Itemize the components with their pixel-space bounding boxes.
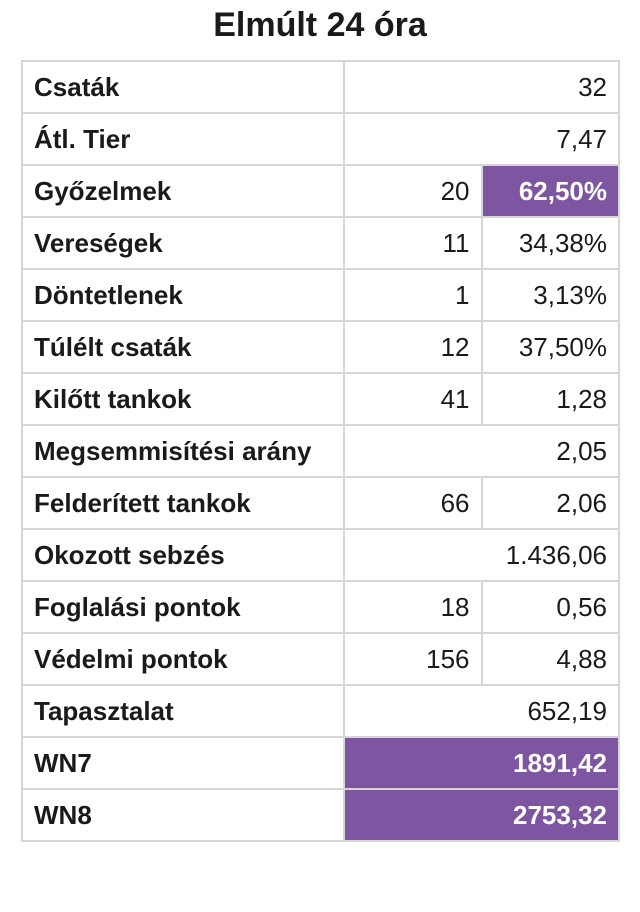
row-count: 156 bbox=[343, 632, 483, 686]
row-value: 1.436,06 bbox=[343, 528, 620, 582]
table-row: Átl. Tier 7,47 bbox=[21, 112, 620, 166]
table-row: Győzelmek 20 62,50% bbox=[21, 164, 620, 218]
table-row: Túlélt csaták 12 37,50% bbox=[21, 320, 620, 374]
row-label: Felderített tankok bbox=[21, 476, 345, 530]
row-count: 1 bbox=[343, 268, 483, 322]
row-label: Megsemmisítési arány bbox=[21, 424, 345, 478]
table-row: Felderített tankok 66 2,06 bbox=[21, 476, 620, 530]
stats-table: Csaták 32 Átl. Tier 7,47 Győzelmek 20 62… bbox=[21, 60, 620, 842]
table-row: WN7 1891,42 bbox=[21, 736, 620, 790]
wn8-rating-badge: 2753,32 bbox=[343, 788, 620, 842]
table-row: Kilőtt tankok 41 1,28 bbox=[21, 372, 620, 426]
row-label: Vereségek bbox=[21, 216, 345, 270]
row-label: Átl. Tier bbox=[21, 112, 345, 166]
row-value: 7,47 bbox=[343, 112, 620, 166]
row-count: 18 bbox=[343, 580, 483, 634]
row-value: 652,19 bbox=[343, 684, 620, 738]
row-label: Védelmi pontok bbox=[21, 632, 345, 686]
row-value: 2,05 bbox=[343, 424, 620, 478]
row-value: 1,28 bbox=[480, 372, 620, 426]
page-title: Elmúlt 24 óra bbox=[213, 6, 427, 44]
row-label: Tapasztalat bbox=[21, 684, 345, 738]
row-count: 66 bbox=[343, 476, 483, 530]
row-value: 0,56 bbox=[480, 580, 620, 634]
table-row: Döntetlenek 1 3,13% bbox=[21, 268, 620, 322]
row-label: Döntetlenek bbox=[21, 268, 345, 322]
row-label: Túlélt csaták bbox=[21, 320, 345, 374]
row-label: Győzelmek bbox=[21, 164, 345, 218]
row-count: 41 bbox=[343, 372, 483, 426]
table-row: Foglalási pontok 18 0,56 bbox=[21, 580, 620, 634]
row-count: 12 bbox=[343, 320, 483, 374]
row-label: Csaták bbox=[21, 60, 345, 114]
wn7-rating-badge: 1891,42 bbox=[343, 736, 620, 790]
row-label: Okozott sebzés bbox=[21, 528, 345, 582]
win-rate-badge: 62,50% bbox=[480, 164, 620, 218]
table-row: Tapasztalat 652,19 bbox=[21, 684, 620, 738]
table-row: Védelmi pontok 156 4,88 bbox=[21, 632, 620, 686]
row-value: 4,88 bbox=[480, 632, 620, 686]
table-row: Csaták 32 bbox=[21, 60, 620, 114]
table-row: WN8 2753,32 bbox=[21, 788, 620, 842]
row-label: Foglalási pontok bbox=[21, 580, 345, 634]
table-row: Vereségek 11 34,38% bbox=[21, 216, 620, 270]
row-label: Kilőtt tankok bbox=[21, 372, 345, 426]
row-value: 3,13% bbox=[480, 268, 620, 322]
row-value: 34,38% bbox=[480, 216, 620, 270]
row-value: 32 bbox=[343, 60, 620, 114]
row-value: 37,50% bbox=[480, 320, 620, 374]
row-count: 11 bbox=[343, 216, 483, 270]
row-count: 20 bbox=[343, 164, 483, 218]
table-row: Okozott sebzés 1.436,06 bbox=[21, 528, 620, 582]
row-label: WN7 bbox=[21, 736, 345, 790]
row-label: WN8 bbox=[21, 788, 345, 842]
table-row: Megsemmisítési arány 2,05 bbox=[21, 424, 620, 478]
row-value: 2,06 bbox=[480, 476, 620, 530]
